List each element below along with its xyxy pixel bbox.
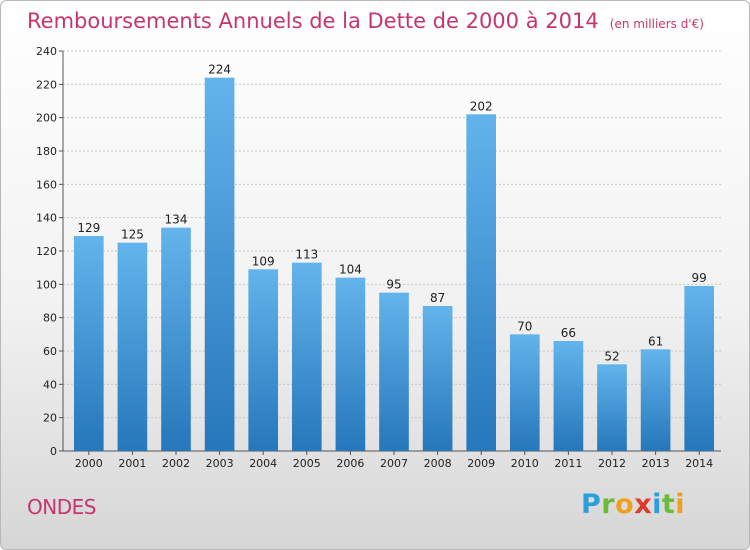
x-tick-label: 2014 xyxy=(685,457,713,470)
x-tick-label: 2010 xyxy=(511,457,539,470)
bar-value-label: 224 xyxy=(208,63,231,77)
bar xyxy=(553,341,584,451)
logo-letter: x xyxy=(634,489,653,520)
logo-letter: i xyxy=(675,489,686,520)
logo-letter: i xyxy=(652,489,662,520)
logo-letter: r xyxy=(601,489,616,520)
y-tick-label: 120 xyxy=(36,245,57,258)
bar xyxy=(161,227,191,451)
bar-value-label: 87 xyxy=(430,291,445,305)
bar xyxy=(640,349,671,451)
title-text: Remboursements Annuels de la Dette de 20… xyxy=(27,9,599,33)
bar xyxy=(509,334,540,451)
bar xyxy=(291,262,322,451)
proxiti-logo: Proxiti xyxy=(581,489,685,520)
x-tick-label: 2007 xyxy=(380,457,408,470)
y-tick-label: 80 xyxy=(43,312,57,325)
x-tick-label: 2013 xyxy=(642,457,670,470)
y-tick-label: 140 xyxy=(36,212,57,225)
y-tick-label: 180 xyxy=(36,145,57,158)
bar xyxy=(684,286,715,451)
chart-title: Remboursements Annuels de la Dette de 20… xyxy=(27,9,704,33)
bar xyxy=(422,306,453,451)
x-tick-label: 2011 xyxy=(554,457,582,470)
bar xyxy=(597,364,627,451)
x-tick-label: 2001 xyxy=(118,457,146,470)
bar-value-label: 95 xyxy=(386,278,401,292)
y-tick-label: 160 xyxy=(36,178,57,191)
y-tick-label: 40 xyxy=(43,378,57,391)
bar-value-label: 66 xyxy=(561,326,576,340)
city-name: ONDES xyxy=(27,495,96,519)
bar-value-label: 113 xyxy=(295,248,318,262)
bar-value-label: 202 xyxy=(470,99,493,113)
y-tick-label: 20 xyxy=(43,412,57,425)
bar-value-label: 52 xyxy=(604,349,619,363)
bar-value-label: 70 xyxy=(517,319,532,333)
x-tick-label: 2008 xyxy=(424,457,452,470)
x-tick-label: 2000 xyxy=(75,457,103,470)
title-unit: (en milliers d'€) xyxy=(609,17,704,31)
bar xyxy=(466,114,497,451)
y-tick-label: 60 xyxy=(43,345,57,358)
x-tick-label: 2009 xyxy=(467,457,495,470)
bar xyxy=(73,236,104,451)
bar xyxy=(335,277,366,451)
bar-value-label: 129 xyxy=(77,221,100,235)
y-tick-label: 100 xyxy=(36,278,57,291)
logo-letter: P xyxy=(581,489,602,520)
bar-value-label: 61 xyxy=(648,334,663,348)
x-tick-label: 2004 xyxy=(249,457,277,470)
y-tick-label: 0 xyxy=(50,445,57,458)
bar-value-label: 125 xyxy=(121,228,144,242)
bar-value-label: 134 xyxy=(165,213,188,227)
bar xyxy=(248,269,279,451)
logo-letter: o xyxy=(615,489,635,520)
bar-value-label: 109 xyxy=(252,254,275,268)
x-tick-label: 2012 xyxy=(598,457,626,470)
x-tick-label: 2006 xyxy=(336,457,364,470)
bar-value-label: 104 xyxy=(339,263,362,277)
logo-letter: t xyxy=(661,489,676,520)
x-tick-label: 2005 xyxy=(293,457,321,470)
y-tick-label: 240 xyxy=(36,45,57,58)
bar xyxy=(117,242,148,451)
y-tick-label: 200 xyxy=(36,112,57,125)
x-tick-label: 2003 xyxy=(206,457,234,470)
bar xyxy=(379,292,409,451)
x-tick-label: 2002 xyxy=(162,457,190,470)
bar-value-label: 99 xyxy=(692,271,707,285)
y-tick-label: 220 xyxy=(36,78,57,91)
bar xyxy=(204,77,235,452)
